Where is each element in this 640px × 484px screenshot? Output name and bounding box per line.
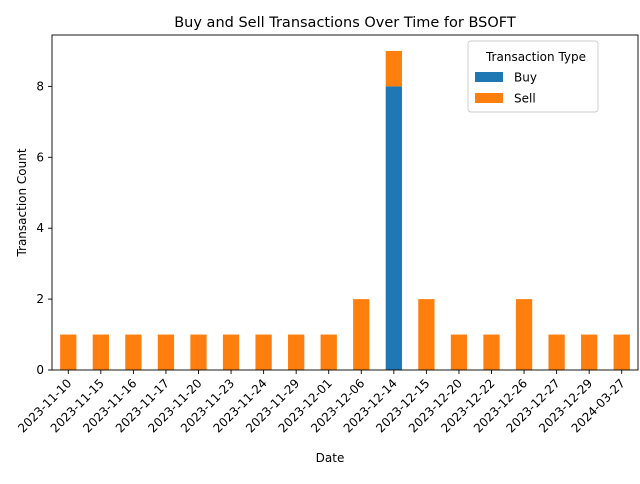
- y-tick-label: 0: [36, 363, 44, 377]
- legend-label-sell: Sell: [514, 92, 536, 106]
- bar-sell-2023-11-24: [255, 334, 272, 370]
- bar-sell-2023-12-26: [515, 299, 533, 370]
- bar-sell-2023-12-27: [548, 334, 565, 370]
- bar-sell-2023-11-23: [222, 334, 240, 370]
- y-tick-label: 6: [36, 150, 44, 164]
- legend-swatch-sell: [475, 93, 503, 103]
- bar-sell-2023-11-20: [190, 334, 207, 370]
- bar-sell-2023-12-22: [483, 334, 500, 370]
- y-axis-label: Transaction Count: [15, 148, 29, 257]
- chart-title: Buy and Sell Transactions Over Time for …: [174, 15, 516, 31]
- legend-label-buy: Buy: [514, 71, 537, 85]
- x-axis-label: Date: [316, 451, 345, 465]
- bar-sell-2023-12-20: [450, 334, 468, 370]
- y-tick-label: 4: [36, 221, 44, 235]
- y-axis: 0 2 4 6 8: [36, 79, 52, 377]
- bar-sell-2023-11-10: [60, 334, 77, 370]
- y-tick-label: 2: [36, 292, 44, 306]
- bar-sell-2023-12-01: [320, 334, 337, 370]
- bar-sell-2024-03-27: [613, 334, 630, 370]
- bar-sell-2023-11-29: [288, 334, 305, 370]
- legend-title: Transaction Type: [485, 50, 586, 64]
- bar-sell-2023-12-29: [581, 334, 598, 370]
- bar-sell-2023-12-06: [353, 299, 370, 370]
- bar-sell-2023-12-14: [385, 50, 402, 87]
- legend-swatch-buy: [475, 72, 503, 82]
- bar-sell-2023-11-16: [125, 334, 142, 370]
- legend: Transaction Type Buy Sell: [467, 40, 599, 113]
- plot-frame: [51, 34, 639, 371]
- bar-sell-2023-11-15: [92, 334, 109, 370]
- bar-buy-2023-12-14: [385, 86, 402, 371]
- y-tick-label: 8: [36, 79, 44, 93]
- bar-sell-2023-11-17: [157, 334, 175, 370]
- bars-layer: [60, 50, 630, 371]
- bar-sell-2023-12-15: [418, 299, 435, 370]
